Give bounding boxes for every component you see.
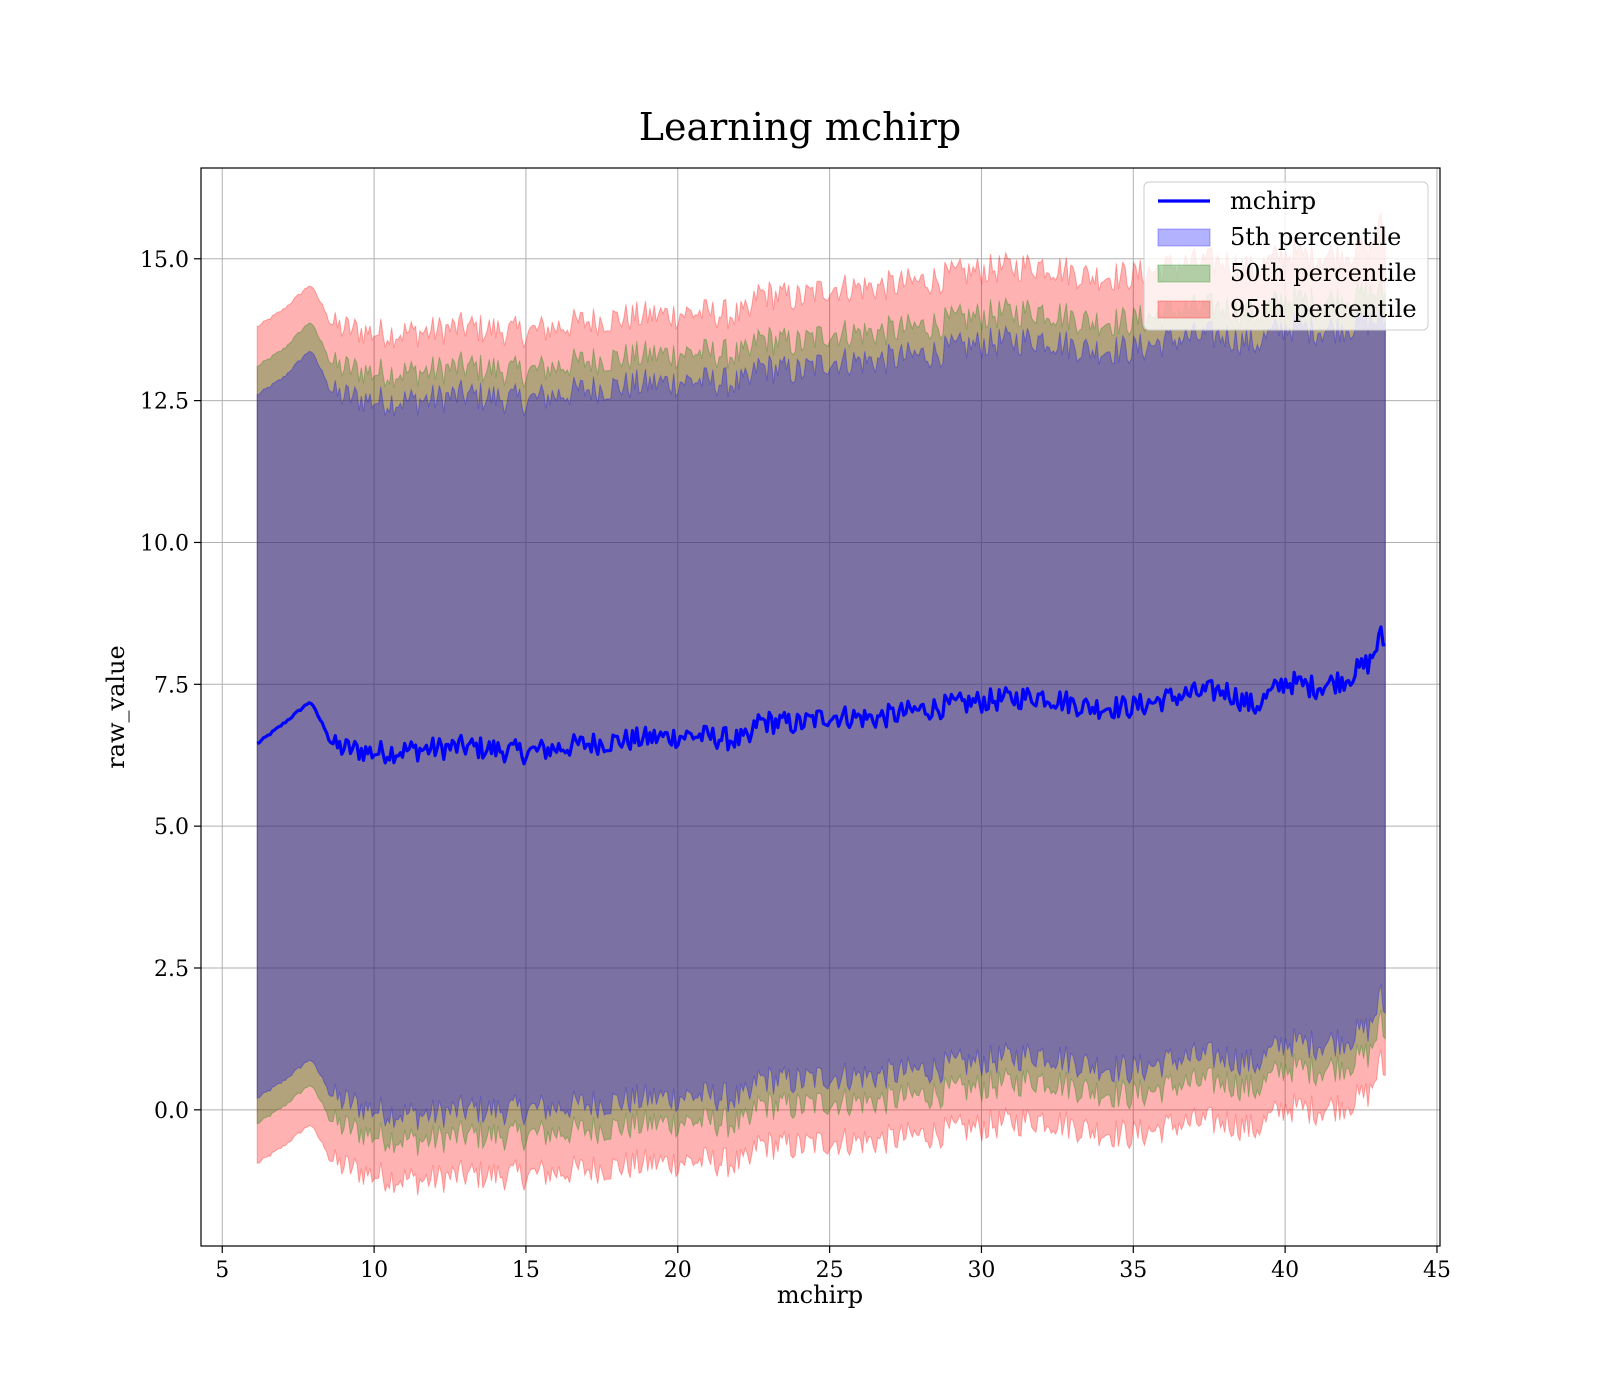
legend-swatch-patch: [1157, 228, 1211, 247]
legend-label: mchirp: [1230, 187, 1316, 215]
median-line-layer: [256, 625, 1386, 766]
chart-title: Learning mchirp: [639, 105, 961, 149]
legend-entries: mchirp 5th percentile 50th percentile 95th …: [1157, 187, 1417, 323]
y-tick-label: 15.0: [140, 248, 189, 273]
percentile-bands: [256, 212, 1386, 1196]
legend-swatch-patch: [1157, 264, 1211, 283]
y-axis-label: raw_value: [102, 645, 130, 769]
legend: mchirp 5th percentile 50th percentile 95th …: [1143, 181, 1429, 331]
legend-label: 50th percentile: [1230, 259, 1417, 287]
x-tick-label: 10: [360, 1258, 388, 1283]
y-tick-label: 12.5: [140, 390, 189, 415]
x-axis-ticks: 5 10 15 20 25 30 35 40 45: [215, 1246, 1451, 1283]
y-tick-label: 2.5: [154, 957, 189, 982]
legend-swatch-patch: [1157, 300, 1211, 319]
y-tick-label: 7.5: [154, 673, 189, 698]
plot-frame: [200, 167, 1441, 1247]
x-tick-label: 30: [967, 1258, 995, 1283]
x-tick-label: 15: [512, 1258, 540, 1283]
y-tick-label: 0.0: [154, 1099, 189, 1124]
legend-label: 5th percentile: [1230, 223, 1401, 251]
plot-area: [201, 168, 1440, 1246]
x-tick-label: 40: [1271, 1258, 1299, 1283]
y-tick-label: 10.0: [140, 531, 189, 556]
x-axis-label: mchirp: [777, 1281, 863, 1309]
legend-box: [1143, 181, 1429, 331]
x-tick-label: 5: [215, 1258, 229, 1283]
band-95th-percentile: [256, 212, 1386, 1196]
y-tick-label: 5.0: [154, 815, 189, 840]
x-tick-label: 45: [1423, 1258, 1451, 1283]
y-axis-ticks: 0.0 2.5 5.0 7.5 10.0 12.5 15.0: [140, 248, 201, 1124]
series-line-mchirp: [256, 625, 1386, 766]
x-tick-label: 25: [816, 1258, 844, 1283]
legend-label: 95th percentile: [1230, 295, 1417, 323]
x-tick-label: 35: [1119, 1258, 1147, 1283]
x-tick-label: 20: [664, 1258, 692, 1283]
